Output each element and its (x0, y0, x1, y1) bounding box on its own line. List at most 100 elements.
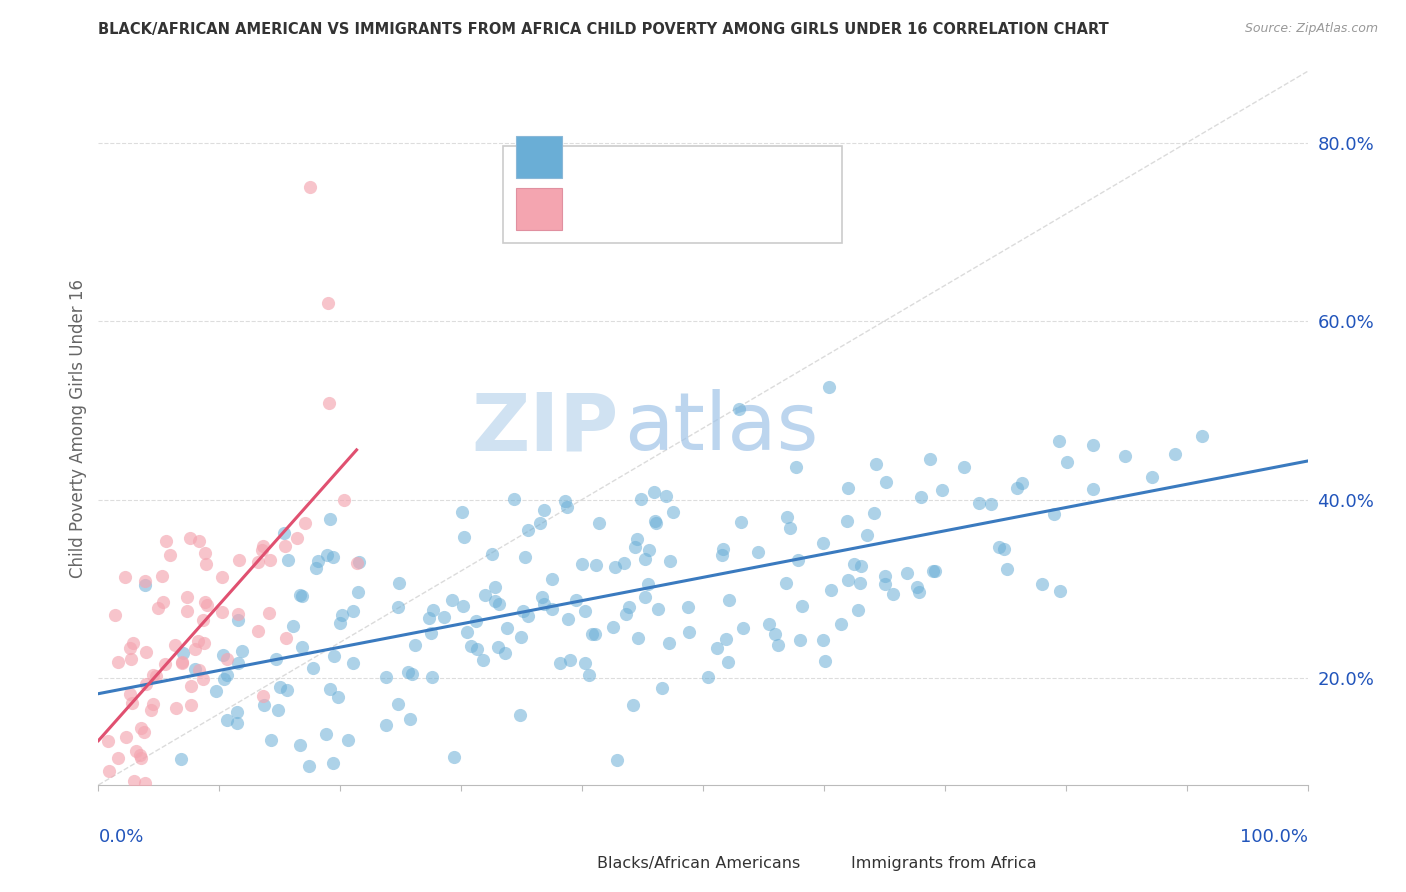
Point (451, 505, 474, 519)
Point (517, 608, 540, 623)
Point (727, 402, 749, 417)
Point (873, 569, 896, 583)
Point (1164, 447, 1187, 461)
Point (298, 759, 321, 773)
Point (195, 598, 218, 612)
Point (776, 509, 799, 524)
Point (993, 541, 1015, 556)
Point (316, 548, 339, 562)
FancyBboxPatch shape (516, 187, 561, 230)
Point (820, 582, 842, 597)
Point (875, 475, 897, 490)
Point (837, 481, 859, 495)
Point (193, 636, 215, 650)
Point (603, 559, 626, 574)
Point (134, 574, 156, 588)
Point (307, 554, 329, 568)
FancyBboxPatch shape (811, 849, 842, 878)
Point (908, 584, 931, 599)
Point (191, 613, 214, 627)
Point (1142, 470, 1164, 484)
Point (315, 727, 337, 741)
Point (120, 640, 142, 655)
Text: N = 199: N = 199 (713, 145, 790, 164)
Point (226, 716, 249, 731)
Point (633, 552, 655, 566)
Point (465, 642, 488, 657)
Point (333, 493, 356, 508)
Point (747, 545, 769, 559)
Point (529, 516, 551, 530)
Y-axis label: Child Poverty Among Girls Under 16: Child Poverty Among Girls Under 16 (69, 278, 87, 578)
Point (533, 502, 555, 516)
Point (464, 614, 486, 628)
Point (980, 497, 1002, 511)
FancyBboxPatch shape (516, 136, 561, 178)
Point (1081, 483, 1104, 497)
Point (531, 590, 554, 604)
Point (678, 624, 700, 639)
Point (785, 459, 807, 474)
Point (98, 764, 121, 779)
Point (226, 657, 249, 671)
Point (217, 652, 239, 666)
Point (481, 547, 503, 561)
Point (290, 588, 312, 602)
Point (488, 597, 510, 611)
Point (191, 672, 214, 686)
Text: atlas: atlas (624, 389, 818, 467)
Point (387, 697, 409, 711)
Point (846, 603, 869, 617)
Point (134, 578, 156, 592)
Point (486, 640, 509, 655)
Point (988, 541, 1011, 555)
Point (205, 684, 228, 698)
Point (217, 713, 239, 727)
Point (396, 665, 419, 680)
Point (387, 599, 409, 614)
Point (176, 603, 198, 617)
Text: 100.0%: 100.0% (1240, 828, 1308, 846)
Point (658, 636, 681, 650)
Text: R = 0.837: R = 0.837 (576, 145, 671, 164)
Point (195, 557, 218, 571)
Point (104, 607, 127, 622)
Point (924, 564, 946, 578)
Point (967, 496, 990, 510)
Point (184, 641, 207, 656)
Point (517, 524, 540, 538)
Point (299, 180, 322, 194)
Point (322, 549, 344, 564)
Point (142, 697, 165, 711)
Point (697, 670, 720, 684)
Point (779, 521, 801, 535)
Point (1191, 429, 1213, 443)
Point (205, 805, 228, 819)
Point (484, 580, 506, 594)
Point (259, 553, 281, 567)
Point (658, 554, 681, 568)
Point (460, 640, 482, 654)
Point (433, 609, 456, 624)
Point (283, 619, 305, 633)
Point (443, 750, 465, 764)
Point (226, 613, 249, 627)
Point (865, 457, 887, 471)
Point (718, 593, 741, 607)
Point (711, 541, 734, 556)
Point (790, 599, 813, 614)
Text: ZIP: ZIP (471, 389, 619, 467)
Point (172, 656, 194, 670)
Point (302, 661, 325, 675)
Point (540, 572, 562, 586)
Point (347, 555, 370, 569)
Point (873, 577, 896, 591)
Point (484, 593, 506, 607)
Point (121, 696, 143, 710)
Point (661, 505, 683, 519)
Point (581, 627, 603, 641)
Point (337, 733, 360, 747)
Point (624, 541, 647, 555)
Point (165, 701, 187, 715)
Point (134, 775, 156, 789)
